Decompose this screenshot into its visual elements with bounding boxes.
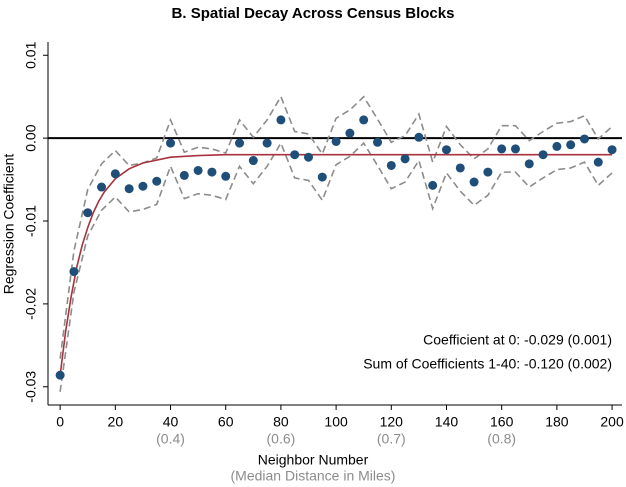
point [317, 172, 327, 182]
annotation: Sum of Coefficients 1-40: -0.120 (0.002) [363, 356, 612, 372]
secondary-x-tick-label: (0.6) [267, 431, 296, 447]
point [510, 144, 520, 154]
point [124, 184, 134, 194]
x-tick-label: 0 [56, 414, 64, 430]
x-tick-label: 60 [218, 414, 234, 430]
point [207, 167, 217, 177]
confidence-band [59, 94, 613, 359]
x-tick-label: 120 [380, 414, 404, 430]
point [138, 181, 148, 191]
confidence-band [59, 141, 613, 392]
x-tick-label: 80 [273, 414, 289, 430]
point [221, 171, 231, 181]
x-axis-title: Neighbor Number [258, 452, 369, 468]
x-axis-subtitle: (Median Distance in Miles) [231, 468, 396, 484]
x-tick-label: 20 [108, 414, 124, 430]
x-tick-label: 160 [490, 414, 514, 430]
y-tick-label: 0.00 [23, 124, 39, 151]
point [538, 150, 548, 160]
point [110, 169, 120, 179]
x-tick-label: 200 [600, 414, 624, 430]
x-tick-label: 40 [163, 414, 179, 430]
point [579, 134, 589, 144]
point [304, 152, 314, 162]
point [179, 170, 189, 180]
point [359, 115, 369, 125]
point [97, 182, 107, 192]
point [593, 157, 603, 167]
secondary-x-tick-label: (0.4) [156, 431, 185, 447]
chart-title: B. Spatial Decay Across Census Blocks [172, 5, 455, 22]
y-axis-title: Regression Coefficient [1, 154, 17, 295]
x-tick-label: 180 [545, 414, 569, 430]
point [483, 167, 493, 177]
y-tick-label: 0.01 [23, 41, 39, 68]
point [400, 154, 410, 164]
point [607, 145, 617, 155]
point [248, 156, 258, 166]
point [262, 138, 272, 148]
point [566, 140, 576, 150]
secondary-x-tick-label: (0.8) [487, 431, 516, 447]
point [235, 138, 245, 148]
point [331, 136, 341, 146]
point [469, 177, 479, 187]
point [372, 137, 382, 147]
annotation: Coefficient at 0: -0.029 (0.001) [423, 332, 612, 348]
point [386, 160, 396, 170]
point [524, 159, 534, 169]
y-tick-label: -0.01 [23, 205, 39, 237]
point [497, 144, 507, 154]
y-tick-label: -0.02 [23, 288, 39, 320]
point [69, 267, 79, 277]
point [414, 132, 424, 142]
point [290, 150, 300, 160]
point [152, 176, 162, 186]
secondary-x-tick-label: (0.7) [377, 431, 406, 447]
point [441, 145, 451, 155]
point [552, 141, 562, 151]
point [83, 208, 93, 218]
point [428, 180, 438, 190]
point [276, 115, 286, 125]
point [55, 370, 65, 380]
point [193, 165, 203, 175]
point [166, 138, 176, 148]
point [455, 163, 465, 173]
x-tick-label: 100 [324, 414, 348, 430]
point [345, 128, 355, 138]
x-tick-label: 140 [435, 414, 459, 430]
y-tick-label: -0.03 [23, 371, 39, 403]
